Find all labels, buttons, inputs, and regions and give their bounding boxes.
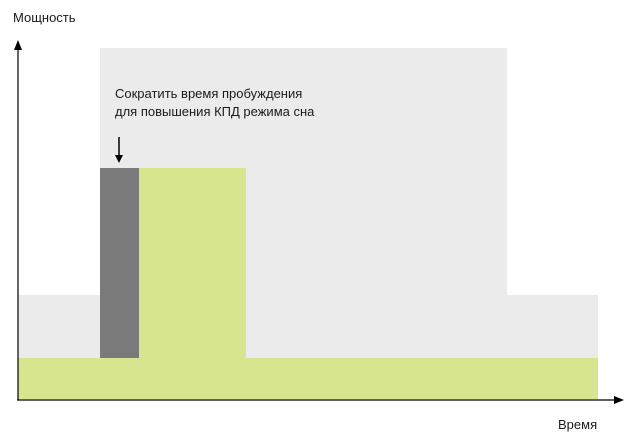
annotation-text: Сократить время пробуждения для повышени… [115,85,314,121]
background-region-left [18,295,100,358]
y-axis-label: Мощность [13,10,76,25]
active-bar [139,168,246,358]
x-axis-arrow-icon [614,396,624,404]
baseline-power-band [18,358,598,399]
annotation-line-2: для повышения КПД режима сна [115,104,315,119]
x-axis-label: Время [558,417,598,432]
y-axis-arrow-icon [14,40,22,50]
annotation-line-1: Сократить время пробуждения [115,86,303,101]
background-region-right [507,295,598,358]
wakeup-bar [100,168,139,358]
annotation-arrow-head [115,155,123,163]
